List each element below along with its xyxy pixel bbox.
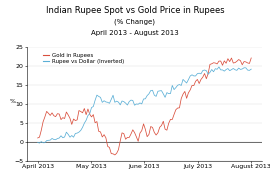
- Text: (% Change): (% Change): [114, 19, 156, 25]
- Text: Indian Rupee Spot vs Gold Price in Rupees: Indian Rupee Spot vs Gold Price in Rupee…: [46, 6, 224, 15]
- Text: April 2013 - August 2013: April 2013 - August 2013: [91, 30, 179, 36]
- Legend: Gold in Rupees, Rupee vs Dollar (Inverted): Gold in Rupees, Rupee vs Dollar (Inverte…: [42, 52, 125, 65]
- Y-axis label: %: %: [10, 99, 16, 104]
